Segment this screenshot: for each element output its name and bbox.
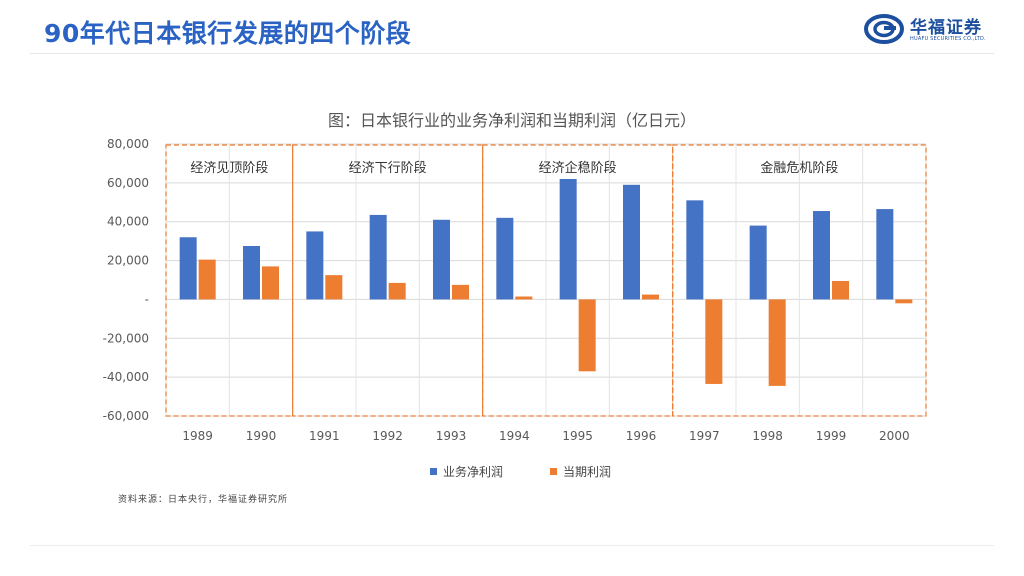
phase-box-1: [165, 144, 294, 417]
chart-title: 图：日本银行业的业务净利润和当期利润（亿日元）: [327, 111, 696, 130]
phase-label: 经济见顶阶段: [190, 161, 268, 176]
bar-current-profit-1989: [198, 259, 216, 300]
y-tick-label: 60,000: [107, 176, 149, 190]
page-title: 90年代日本银行发展的四个阶段: [44, 19, 412, 48]
bar-net-business-profit-1994: [496, 217, 514, 300]
bar-net-business-profit-1990: [243, 246, 260, 300]
bar-net-business-profit-1993: [433, 219, 450, 300]
footer-divider: [30, 545, 994, 546]
x-tick-label: 1998: [752, 429, 783, 443]
bar-net-business-profit-1992: [369, 214, 387, 300]
legend-item-net-business-profit: 业务净利润: [430, 463, 503, 480]
bar-current-profit-1992: [388, 282, 406, 300]
legend-item-current-profit: 当期利润: [550, 463, 611, 480]
bar-net-business-profit-1995: [559, 178, 577, 300]
bar-current-profit-1991: [325, 275, 343, 300]
legend-label: 当期利润: [563, 465, 612, 479]
huafu-logo-icon: [864, 14, 904, 44]
y-tick-label: -40,000: [103, 370, 149, 384]
y-tick-label: 80,000: [107, 137, 149, 151]
bar-current-profit-1997: [705, 299, 723, 384]
y-tick-label: 20,000: [107, 254, 149, 268]
y-tick-label: 40,000: [107, 215, 149, 229]
bar-current-profit-2000: [895, 299, 913, 304]
x-tick-label: 1994: [499, 429, 530, 443]
bar-net-business-profit-1997: [686, 200, 704, 300]
legend-label: 业务净利润: [443, 465, 504, 479]
logo-subtitle: HUAFU SECURITIES CO.,LTD.: [910, 36, 986, 42]
x-tick-label: 2000: [879, 429, 910, 443]
bar-current-profit-1995: [578, 299, 596, 372]
phase-box-3: [482, 144, 674, 417]
x-tick-label: 1992: [372, 429, 403, 443]
legend-swatch-orange: [550, 468, 557, 475]
bar-net-business-profit-1999: [813, 211, 830, 300]
bar-net-business-profit-1991: [306, 231, 324, 300]
bar-current-profit-1999: [832, 280, 849, 300]
x-tick-label: 1993: [436, 429, 467, 443]
phase-box-4: [672, 144, 927, 417]
bar-current-profit-1990: [262, 266, 279, 300]
y-tick-label: -: [145, 292, 149, 306]
phase-box-2: [292, 144, 484, 417]
bar-net-business-profit-2000: [876, 209, 894, 300]
x-tick-label: 1995: [562, 429, 593, 443]
phase-label: 经济企稳阶段: [539, 160, 617, 176]
x-tick-label: 1999: [816, 429, 847, 443]
bar-net-business-profit-1989: [179, 237, 197, 300]
x-tick-label: 1997: [689, 429, 720, 443]
header-divider: [30, 53, 994, 54]
source-note: 资料来源：日本央行，华福证券研究所: [118, 495, 289, 505]
x-tick-label: 1996: [626, 429, 657, 443]
phase-label: 金融危机阶段: [760, 160, 838, 176]
x-tick-label: 1991: [309, 429, 340, 443]
bar-current-profit-1994: [515, 296, 533, 300]
bar-current-profit-1998: [768, 299, 786, 386]
bar-current-profit-1993: [452, 284, 469, 300]
bar-net-business-profit-1998: [749, 225, 767, 300]
x-tick-label: 1990: [246, 429, 277, 443]
bar-current-profit-1996: [642, 294, 659, 300]
logo-name: 华福证券: [910, 18, 982, 38]
company-logo: 华福证券 HUAFU SECURITIES CO.,LTD.: [864, 12, 994, 46]
phase-label: 经济下行阶段: [349, 161, 427, 176]
y-tick-label: -20,000: [103, 331, 149, 345]
bar-net-business-profit-1996: [623, 184, 640, 300]
legend-swatch-blue: [430, 468, 437, 475]
x-tick-label: 1989: [182, 429, 213, 443]
y-tick-label: -60,000: [103, 409, 149, 423]
